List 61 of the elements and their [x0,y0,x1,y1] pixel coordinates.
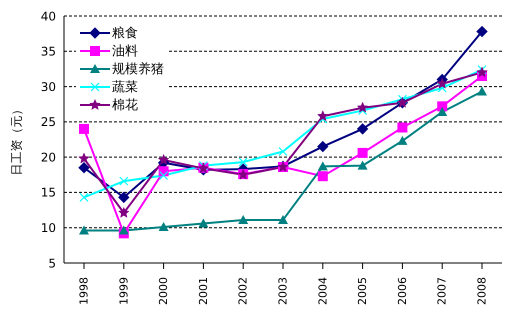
x-tick-label: 2001 [196,277,210,305]
point [79,226,89,235]
point [476,26,488,38]
y-tick-label: 35 [40,44,56,59]
point [397,136,408,145]
point [78,152,90,164]
point [238,214,248,224]
point [318,171,328,182]
x-tick-label: 2006 [396,277,409,305]
point [437,106,448,116]
point [317,141,328,152]
point [317,110,328,121]
x-tick-label: 2000 [157,277,170,305]
x-tick-label: 2007 [436,277,449,305]
point [118,226,129,235]
point [159,170,168,180]
legend-label: 粮食 [112,25,138,42]
point [477,86,487,96]
y-tick-label: 5 [48,256,56,270]
point [477,65,487,74]
x-tick-label: 2002 [236,277,250,305]
legend-label: 棉花 [112,97,138,114]
point [79,192,89,202]
point [397,122,408,133]
point [118,192,130,203]
point [278,146,288,156]
y-tick-label: 25 [40,115,56,130]
x-tick-label: 2008 [476,277,488,305]
point [158,154,170,165]
point [278,214,288,224]
x-tick-label: 1998 [78,277,90,305]
point [198,161,208,170]
point [238,157,248,167]
point [357,123,368,134]
y-tick-label: 10 [40,220,56,235]
y-tick-label: 30 [40,80,56,94]
y-tick-label: 40 [40,9,56,24]
point [357,102,368,112]
x-tick-label: 1999 [117,277,130,305]
x-tick-label: 2005 [356,277,370,305]
point [476,66,488,78]
point [198,218,208,228]
point [398,94,407,104]
point [118,207,130,218]
point [79,124,89,134]
y-tick-label: 15 [40,186,56,200]
point [436,78,448,88]
point [438,83,447,93]
point [358,160,368,170]
y-axis-title: 日工资（元） [9,104,24,176]
point [158,222,169,232]
point [119,176,128,186]
y-tick-label: 20 [40,150,56,164]
x-tick-label: 2004 [316,277,330,305]
x-tick-label: 2003 [276,277,290,305]
legend-label: 规模养猪 [112,61,164,78]
point [78,162,90,174]
point [318,161,328,170]
point [358,148,368,158]
legend-label: 油料 [112,43,138,60]
legend-label: 蔬菜 [112,79,138,96]
